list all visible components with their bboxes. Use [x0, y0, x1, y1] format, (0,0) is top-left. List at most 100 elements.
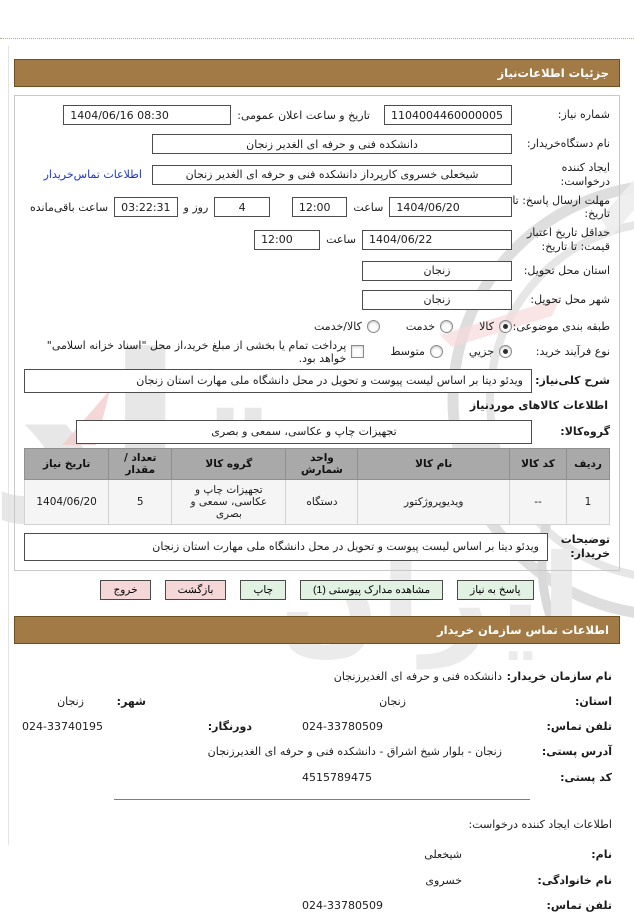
- required-goods-heading: اطلاعات کالاهای موردنیاز: [24, 399, 608, 412]
- category-option-goods-label: کالا: [479, 320, 494, 333]
- treasury-payment-checkbox-option[interactable]: پرداخت تمام یا بخشی از مبلغ خرید،از محل …: [24, 339, 364, 365]
- delivery-province-field[interactable]: زنجان: [362, 261, 512, 281]
- response-deadline-label: مهلت ارسال پاسخ: تا تاریخ:: [512, 194, 610, 222]
- radio-unselected-icon[interactable]: [367, 320, 380, 333]
- category-option-goods-service[interactable]: کالا/خدمت: [314, 320, 380, 333]
- postal-code-label: کد پستی:: [502, 771, 612, 785]
- radio-unselected-icon[interactable]: [440, 320, 453, 333]
- row-province-city: استان: زنجان شهر: زنجان: [22, 695, 612, 709]
- checkbox-unchecked-icon[interactable]: [351, 345, 364, 358]
- row-last-name: نام خانوادگی: خسروی: [22, 874, 612, 888]
- announce-label: تاریخ و ساعت اعلان عمومی:: [237, 109, 370, 122]
- cell-item-code: --: [509, 479, 566, 524]
- remaining-time-field[interactable]: 03:22:31: [114, 197, 177, 217]
- cell-unit: دستگاه: [286, 479, 358, 524]
- last-name-value: خسروی: [202, 874, 502, 888]
- row-delivery-city: شهر محل تحویل: زنجان: [24, 288, 610, 312]
- col-item-code: کد کالا: [509, 448, 566, 479]
- row-subject-classification: طبقه بندی موضوعی: کالا خدمت کالا/خدمت: [24, 317, 610, 337]
- buyer-org-label: نام دستگاه‌خریدار:: [512, 137, 610, 151]
- exit-button[interactable]: خروج: [100, 580, 150, 600]
- creator-phone-label: تلفن تماس:: [502, 899, 612, 913]
- process-option-medium[interactable]: متوسط: [390, 345, 443, 358]
- top-dotted-separator: [0, 0, 634, 39]
- validity-hour-label: ساعت: [326, 233, 356, 246]
- deadline-date-field[interactable]: 1404/06/20: [389, 197, 512, 217]
- deadline-hour-label: ساعت: [353, 201, 383, 214]
- need-description-field[interactable]: ویدئو دیتا بر اساس لیست پیوست و تحویل در…: [24, 369, 532, 393]
- delivery-city-field[interactable]: زنجان: [362, 290, 512, 310]
- row-price-validity: حداقل تاریخ اعتبار قیمت: تا تاریخ: 1404/…: [24, 226, 610, 254]
- buyer-notes-label: توضیحات خریدار:: [548, 533, 610, 559]
- delivery-city-label: شهر محل تحویل:: [512, 293, 610, 307]
- row-postal-address: آدرس پستی: زنجان - بلوار شیخ اشراق - دان…: [22, 745, 612, 759]
- postal-address-label: آدرس پستی:: [502, 745, 612, 759]
- action-buttons: پاسخ به نیاز مشاهده مدارک پیوستی (1) چاپ…: [0, 580, 634, 600]
- buyer-contact-link[interactable]: اطلاعات تماس‌خریدار: [44, 168, 142, 181]
- col-goods-group: گروه کالا: [172, 448, 286, 479]
- process-option-minor-label: جزیي: [469, 345, 494, 358]
- row-buyer-notes: توضیحات خریدار: ویدئو دیتا بر اساس لیست …: [24, 533, 610, 561]
- back-button[interactable]: بازگشت: [165, 580, 227, 600]
- col-quantity: تعداد / مقدار: [109, 448, 172, 479]
- radio-selected-icon[interactable]: [499, 345, 512, 358]
- need-description-label: شرح کلی‌نیاز:: [532, 374, 610, 387]
- row-request-creator: ایجاد کننده درخواست: شیخعلی خسروی کارپرد…: [24, 161, 610, 189]
- fax-value: 024-33740195: [22, 720, 190, 734]
- announce-datetime-field[interactable]: 1404/06/16 08:30: [63, 105, 231, 125]
- buyer-org-field[interactable]: دانشکده فنی و حرفه ای الغدیر زنجان: [152, 134, 512, 154]
- row-org-name: نام سازمان خریدار: دانشکده فنی و حرفه ای…: [22, 670, 612, 684]
- row-purchase-process: نوع فرآیند خرید: جزیي متوسط پرداخت تمام …: [24, 339, 610, 365]
- details-section-title: جزئیات اطلاعات‌نیاز: [497, 66, 609, 80]
- radio-unselected-icon[interactable]: [430, 345, 443, 358]
- row-response-deadline: مهلت ارسال پاسخ: تا تاریخ: 1404/06/20 سا…: [24, 194, 610, 222]
- buyer-notes-field[interactable]: ویدئو دیتا بر اساس لیست پیوست و تحویل در…: [24, 533, 548, 561]
- goods-table-row[interactable]: 1 -- ویدیوپروژکتور دستگاه تجهیزات چاپ و …: [25, 479, 610, 524]
- row-need-number: شماره نیاز: 1104004460000005 تاریخ و ساع…: [24, 103, 610, 127]
- contact-section-header: اطلاعات تماس سازمان خریدار: [14, 616, 620, 644]
- cell-goods-group: تجهیزات چاپ و عکاسی، سمعی و بصری: [172, 479, 286, 524]
- cell-quantity: 5: [109, 479, 172, 524]
- creator-info-heading: اطلاعات ایجاد کننده درخواست:: [22, 818, 612, 832]
- need-number-field[interactable]: 1104004460000005: [384, 105, 512, 125]
- radio-selected-icon[interactable]: [499, 320, 512, 333]
- request-creator-field[interactable]: شیخعلی خسروی کارپرداز دانشکده فنی و حرفه…: [152, 165, 512, 185]
- row-creator-phone: تلفن تماس: 024-33780509: [22, 899, 612, 913]
- validity-date-field[interactable]: 1404/06/22: [362, 230, 512, 250]
- need-number-label: شماره نیاز:: [512, 108, 610, 122]
- remaining-days-field[interactable]: 4: [214, 197, 270, 217]
- category-option-service[interactable]: خدمت: [406, 320, 453, 333]
- respond-to-need-button[interactable]: پاسخ به نیاز: [457, 580, 533, 600]
- row-first-name: نام: شیخعلی: [22, 848, 612, 862]
- remaining-days-label: روز و: [184, 201, 209, 214]
- goods-group-field[interactable]: تجهیزات چاپ و عکاسی، سمعی و بصری: [76, 420, 532, 444]
- province-value: زنجان: [146, 695, 502, 709]
- process-option-medium-label: متوسط: [390, 345, 425, 358]
- category-option-goods[interactable]: کالا: [479, 320, 512, 333]
- postal-code-value: 4515789475: [292, 771, 502, 785]
- subject-classification-label: طبقه بندی موضوعی:: [512, 320, 610, 334]
- view-attachments-button[interactable]: مشاهده مدارک پیوستی (1): [300, 580, 443, 600]
- row-buyer-org: نام دستگاه‌خریدار: دانشکده فنی و حرفه ای…: [24, 132, 610, 156]
- cell-item-name: ویدیوپروژکتور: [358, 479, 510, 524]
- phone-value: 024-33780509: [302, 720, 502, 734]
- goods-table-header-row: ردیف کد کالا نام کالا واحد شمارش گروه کا…: [25, 448, 610, 479]
- print-button[interactable]: چاپ: [240, 580, 286, 600]
- details-section-header: جزئیات اطلاعات‌نیاز: [14, 59, 620, 87]
- fax-label: دورنگار:: [190, 720, 252, 734]
- contact-section-title: اطلاعات تماس سازمان خریدار: [437, 623, 609, 637]
- delivery-province-label: استان محل تحویل:: [512, 264, 610, 278]
- row-phone-fax: تلفن تماس: 024-33780509 دورنگار: 024-337…: [22, 720, 612, 734]
- process-option-minor[interactable]: جزیي: [469, 345, 512, 358]
- treasury-payment-label: پرداخت تمام یا بخشی از مبلغ خرید،از محل …: [24, 339, 346, 365]
- deadline-time-field[interactable]: 12:00: [292, 197, 348, 217]
- col-need-date: تاریخ نیاز: [25, 448, 109, 479]
- row-need-description: شرح کلی‌نیاز: ویدئو دیتا بر اساس لیست پی…: [24, 369, 610, 393]
- buyer-contact-info: نام سازمان خریدار: دانشکده فنی و حرفه ای…: [0, 644, 634, 913]
- province-label: استان:: [502, 695, 612, 709]
- price-validity-label: حداقل تاریخ اعتبار قیمت: تا تاریخ:: [512, 226, 610, 254]
- last-name-label: نام خانوادگی:: [502, 874, 612, 888]
- validity-time-field[interactable]: 12:00: [254, 230, 320, 250]
- org-name-value: دانشکده فنی و حرفه ای الغدیرزنجان: [242, 670, 502, 684]
- row-delivery-province: استان محل تحویل: زنجان: [24, 259, 610, 283]
